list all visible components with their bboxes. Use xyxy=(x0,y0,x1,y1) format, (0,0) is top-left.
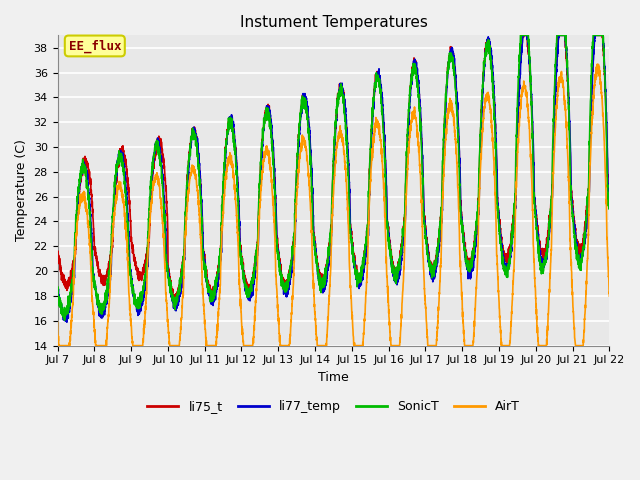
SonicT xyxy=(516,33,524,38)
SonicT xyxy=(427,268,435,274)
AirT xyxy=(427,343,435,348)
AirT xyxy=(458,279,465,285)
li75_t xyxy=(427,260,435,266)
Line: AirT: AirT xyxy=(58,64,609,346)
AirT xyxy=(54,319,61,325)
SonicT xyxy=(605,206,612,212)
Line: SonicT: SonicT xyxy=(58,36,609,320)
li75_t xyxy=(519,33,527,38)
li75_t xyxy=(458,209,465,215)
li77_temp xyxy=(427,266,435,272)
li75_t xyxy=(605,197,613,203)
AirT xyxy=(55,343,63,348)
AirT xyxy=(153,174,161,180)
SonicT xyxy=(458,220,465,226)
Text: EE_flux: EE_flux xyxy=(68,39,121,53)
AirT xyxy=(488,138,496,144)
li75_t xyxy=(173,299,180,304)
li77_temp xyxy=(313,257,321,263)
AirT xyxy=(605,281,612,287)
li75_t xyxy=(54,252,61,258)
SonicT xyxy=(153,143,161,148)
li77_temp xyxy=(458,209,465,215)
li75_t xyxy=(153,145,161,151)
li77_temp xyxy=(605,197,613,203)
Legend: li75_t, li77_temp, SonicT, AirT: li75_t, li77_temp, SonicT, AirT xyxy=(142,396,525,418)
AirT xyxy=(605,293,613,299)
Title: Instument Temperatures: Instument Temperatures xyxy=(239,15,428,30)
li75_t xyxy=(488,74,496,80)
li77_temp xyxy=(488,62,496,68)
li77_temp xyxy=(63,319,70,325)
Line: li77_temp: li77_temp xyxy=(58,36,609,322)
SonicT xyxy=(61,317,68,323)
li77_temp xyxy=(519,33,527,38)
SonicT xyxy=(605,205,613,211)
SonicT xyxy=(313,261,321,267)
AirT xyxy=(313,334,321,340)
li77_temp xyxy=(153,142,161,148)
li77_temp xyxy=(54,288,61,294)
SonicT xyxy=(488,73,496,79)
AirT xyxy=(593,61,601,67)
Line: li75_t: li75_t xyxy=(58,36,609,301)
SonicT xyxy=(54,286,61,292)
li77_temp xyxy=(605,189,612,194)
li75_t xyxy=(313,255,321,261)
Y-axis label: Temperature (C): Temperature (C) xyxy=(15,140,28,241)
li75_t xyxy=(605,194,612,200)
X-axis label: Time: Time xyxy=(318,371,349,384)
